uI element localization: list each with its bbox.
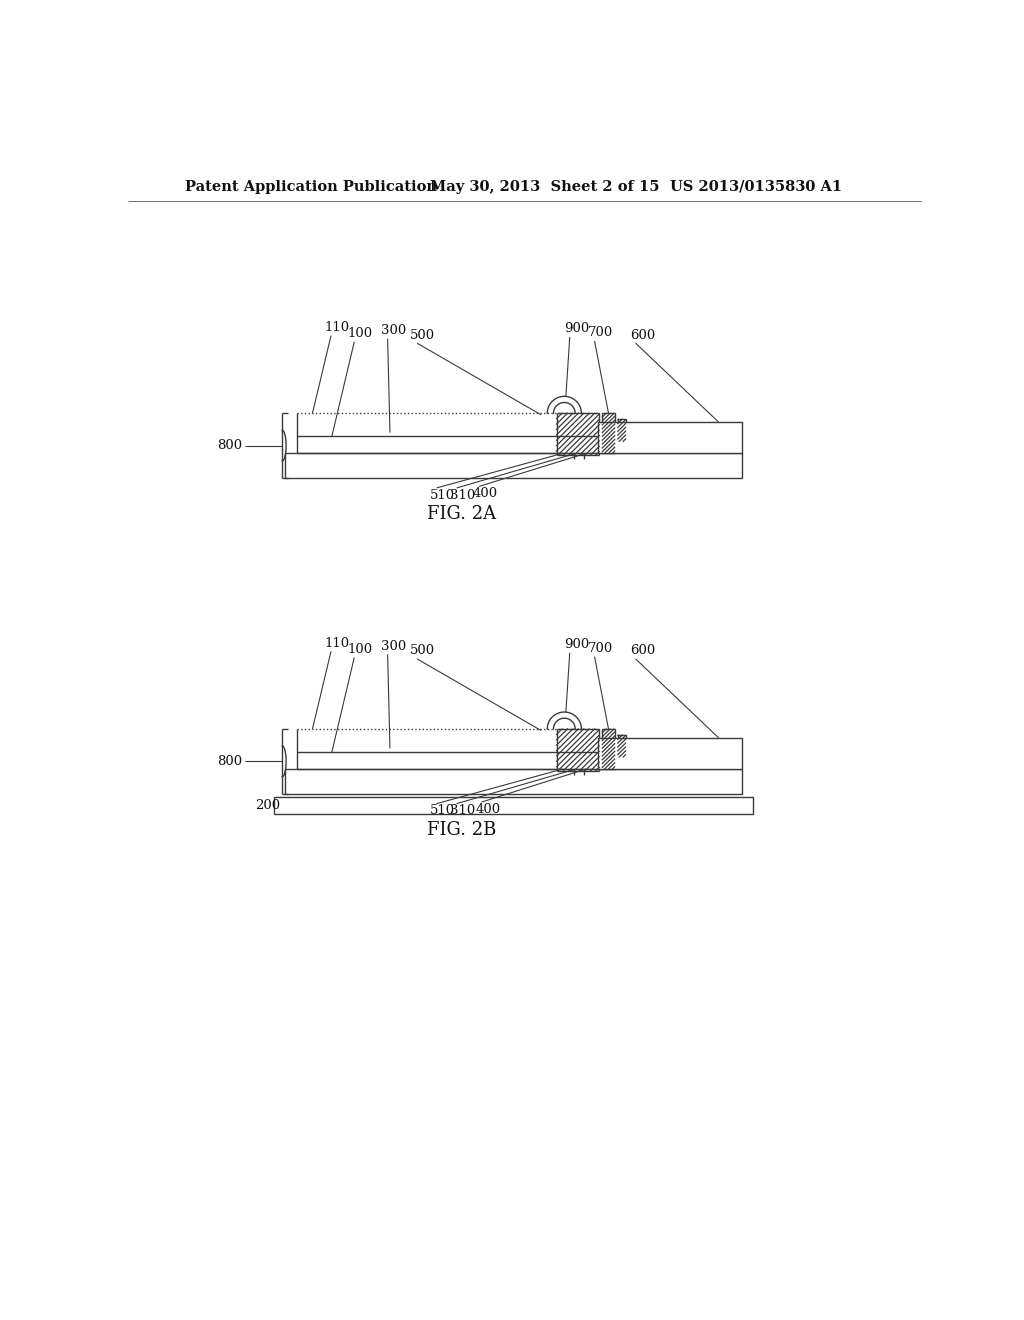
- Text: May 30, 2013  Sheet 2 of 15: May 30, 2013 Sheet 2 of 15: [430, 180, 659, 194]
- Text: 400: 400: [473, 487, 498, 500]
- Text: 300: 300: [381, 323, 406, 337]
- Text: US 2013/0135830 A1: US 2013/0135830 A1: [671, 180, 843, 194]
- Text: 310: 310: [451, 488, 476, 502]
- Text: 110: 110: [325, 321, 350, 334]
- Text: 100: 100: [347, 327, 373, 341]
- Text: 400: 400: [475, 803, 501, 816]
- Text: 200: 200: [256, 799, 281, 812]
- Text: 900: 900: [564, 322, 590, 335]
- Text: 500: 500: [410, 644, 435, 657]
- Bar: [602, 413, 614, 453]
- Text: FIG. 2A: FIG. 2A: [427, 506, 496, 523]
- Text: 800: 800: [217, 755, 243, 768]
- Bar: [617, 735, 626, 756]
- Text: 100: 100: [347, 643, 373, 656]
- Text: 600: 600: [630, 644, 655, 657]
- Text: 700: 700: [589, 326, 613, 339]
- Text: 510: 510: [430, 804, 456, 817]
- Text: 500: 500: [410, 329, 435, 342]
- Text: 900: 900: [564, 638, 590, 651]
- Text: 110: 110: [325, 636, 350, 649]
- Text: Patent Application Publication: Patent Application Publication: [184, 180, 436, 194]
- Bar: [273, 797, 753, 813]
- Bar: [598, 422, 741, 453]
- Bar: [285, 453, 741, 478]
- Text: 800: 800: [217, 440, 243, 453]
- Text: FIG. 2B: FIG. 2B: [427, 821, 496, 838]
- Bar: [598, 738, 741, 770]
- Text: 310: 310: [451, 804, 476, 817]
- Text: 700: 700: [589, 642, 613, 655]
- Text: 600: 600: [630, 329, 655, 342]
- Bar: [602, 729, 614, 770]
- Bar: [617, 420, 626, 441]
- Bar: [285, 770, 741, 793]
- Text: 300: 300: [381, 640, 406, 653]
- Text: 510: 510: [430, 488, 456, 502]
